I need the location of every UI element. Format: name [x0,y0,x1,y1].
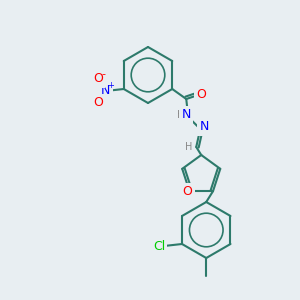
Text: O: O [93,73,103,85]
Text: O: O [93,97,103,110]
Text: H: H [184,142,192,152]
Text: Cl: Cl [153,239,165,253]
Text: H: H [177,110,184,120]
Text: +: + [107,82,114,91]
Text: N: N [182,109,191,122]
Text: O: O [183,185,192,198]
Text: N: N [101,85,110,98]
Text: O: O [196,88,206,100]
Text: -: - [102,69,106,79]
Text: N: N [200,121,209,134]
